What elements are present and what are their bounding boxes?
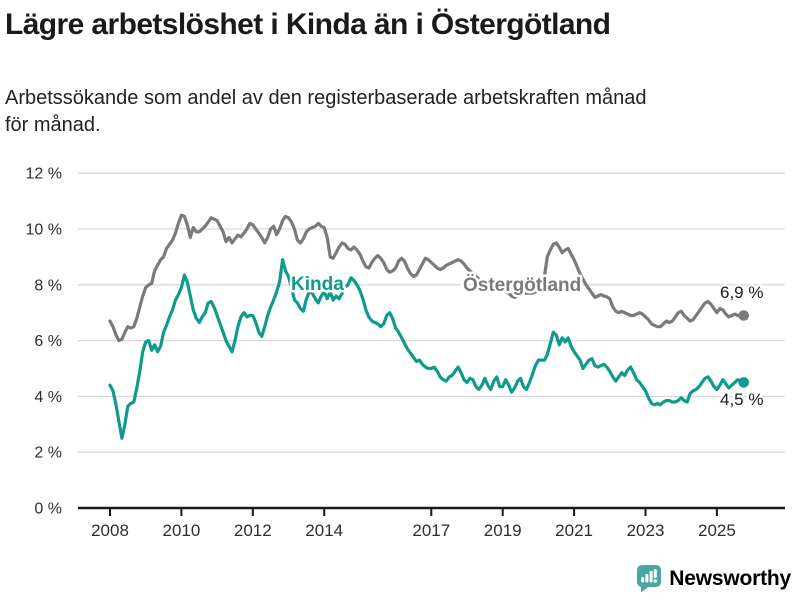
x-tick-label: 2025	[698, 521, 736, 540]
y-tick-label: 10 %	[26, 222, 62, 239]
footer-logo: Newsworthy	[636, 564, 791, 593]
y-tick-label: 6 %	[34, 333, 62, 350]
x-tick-label: 2021	[555, 521, 593, 540]
x-tick-label: 2023	[627, 521, 665, 540]
y-tick-label: 4 %	[34, 389, 62, 406]
y-tick-label: 12 %	[26, 166, 62, 183]
x-tick-label: 2012	[234, 521, 272, 540]
kinda-line	[108, 258, 746, 440]
ostergotland-line	[108, 213, 746, 343]
y-tick-label: 2 %	[34, 445, 62, 462]
ostergotland-series-label: Östergötland	[463, 275, 581, 296]
x-tick-label: 2017	[412, 521, 450, 540]
newsworthy-brand-label: Newsworthy	[669, 566, 791, 590]
page-title: Lägre arbetslöshet i Kinda än i Östergöt…	[5, 8, 611, 41]
kinda-series-label: Kinda	[291, 274, 344, 295]
bar-chart-speech-bubble-icon	[637, 565, 662, 593]
y-tick-label: 8 %	[34, 277, 62, 294]
x-tick-label: 2010	[162, 521, 200, 540]
ostergotland-end-dot	[738, 310, 749, 321]
x-tick-label: 2008	[91, 521, 129, 540]
page-subtitle: Arbetssökande som andel av den registerb…	[5, 87, 647, 136]
x-tick-label: 2019	[484, 521, 522, 540]
y-tick-label: 0 %	[34, 501, 62, 518]
kinda-end-value-label: 4,5 %	[720, 390, 763, 409]
kinda-end-dot	[738, 377, 749, 388]
x-tick-label: 2014	[305, 521, 343, 540]
ostergotland-end-value-label: 6,9 %	[720, 283, 763, 302]
chart-svg: 0 % 2 % 4 % 6 % 8 % 10 % 12 % 2008 2010 2012 2014 2…	[26, 166, 785, 540]
